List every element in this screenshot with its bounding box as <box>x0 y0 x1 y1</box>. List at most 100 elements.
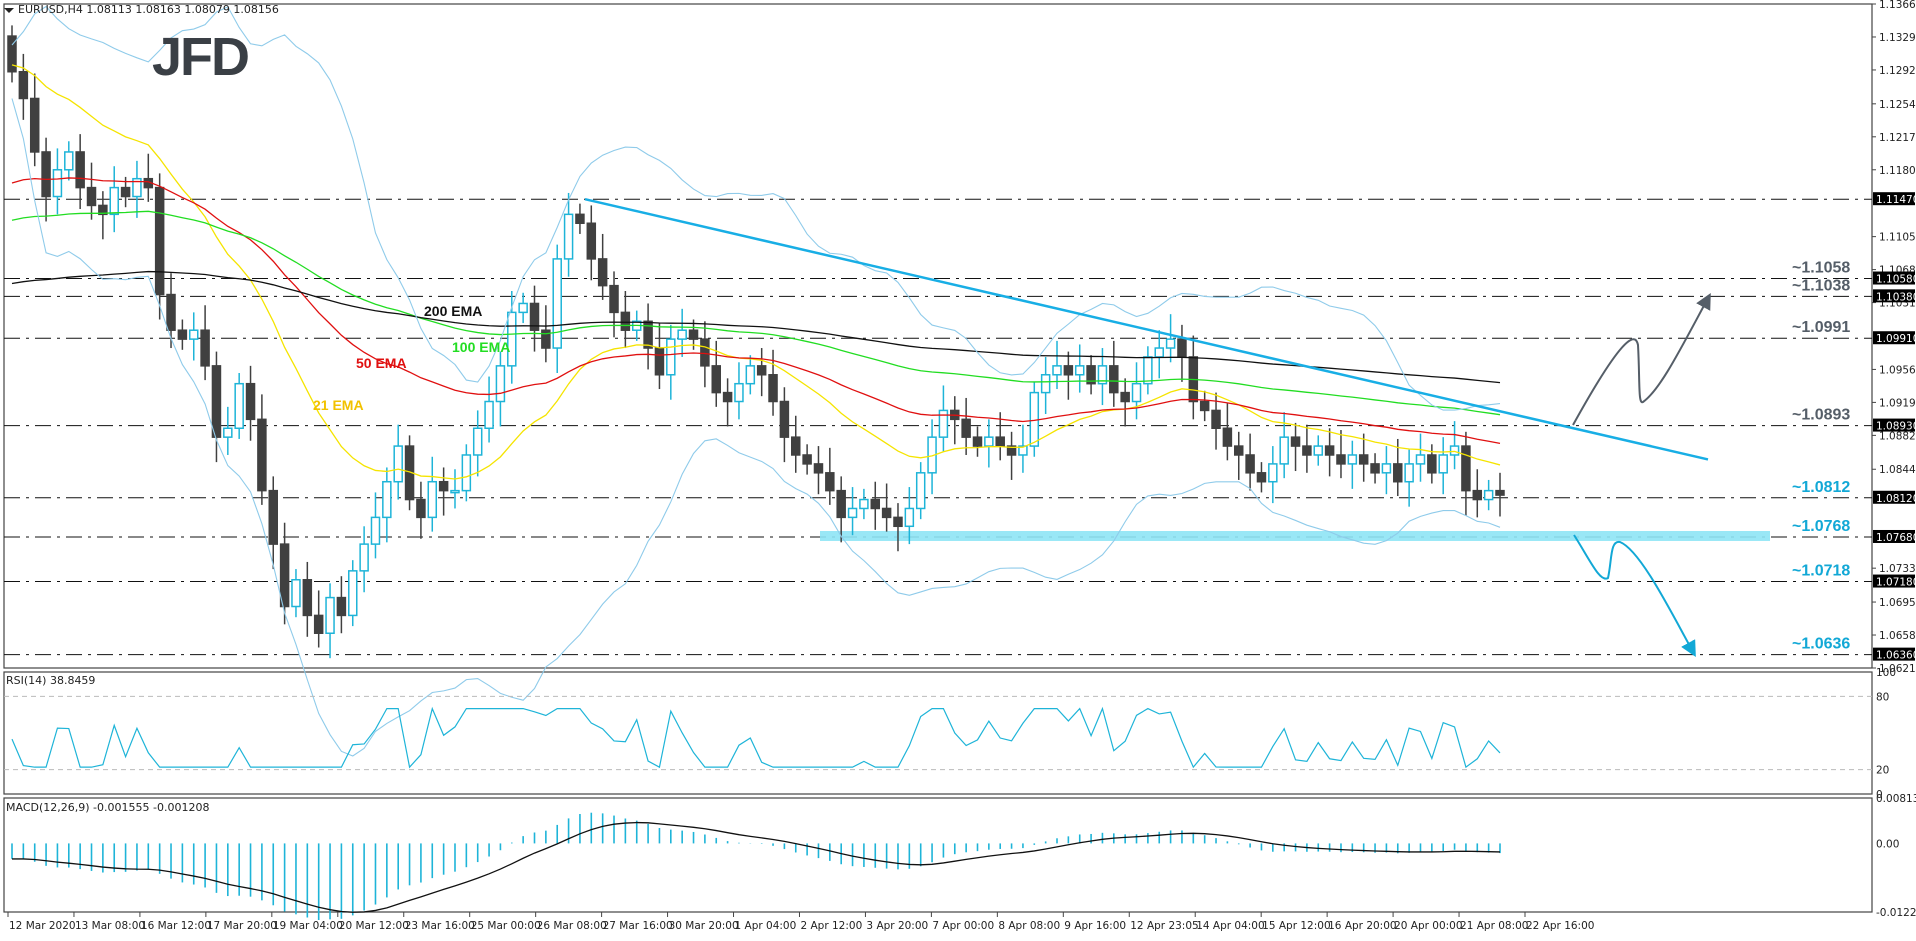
bear-candle <box>1290 436 1301 447</box>
bear-candle <box>1393 463 1403 483</box>
price-tick-label: 1.06580 <box>1879 630 1916 642</box>
bull-candle <box>507 311 517 367</box>
bear-candle <box>893 516 903 528</box>
time-tick-label: 9 Apr 16:00 <box>1064 920 1126 932</box>
price-tick-label: 1.07330 <box>1879 563 1916 575</box>
bear-candle <box>200 329 210 367</box>
time-tick-label: 30 Mar 20:00 <box>669 920 739 932</box>
bear-candle <box>575 213 585 225</box>
bull-candle <box>393 445 403 483</box>
rsi-label: RSI(14) 38.8459 <box>6 674 96 687</box>
macd-panel <box>3 797 1873 913</box>
price-tick-label: 1.12540 <box>1879 99 1916 111</box>
time-tick-label: 20 Mar 12:00 <box>339 920 409 932</box>
support-zone[interactable] <box>820 530 1770 541</box>
level-label: ~1.1058 <box>1792 260 1850 277</box>
bull-candle <box>734 382 744 403</box>
bear-candle <box>654 347 665 376</box>
bear-candle <box>177 329 188 340</box>
bear-candle <box>1086 365 1096 385</box>
bear-candle <box>245 382 256 421</box>
bear-candle <box>688 329 699 340</box>
bear-candle <box>416 498 426 519</box>
bear-candle <box>438 480 449 492</box>
time-tick-label: 8 Apr 08:00 <box>998 920 1060 932</box>
bear-candle <box>86 186 97 207</box>
bear-candle <box>75 151 85 189</box>
bear-candle <box>813 463 824 474</box>
bull-candle <box>291 579 301 608</box>
price-tag-text: 1.08930 <box>1876 421 1916 433</box>
price-tick-label: 1.09190 <box>1879 397 1916 409</box>
bear-candle <box>29 97 40 153</box>
bullish-forecast-arrow <box>1572 292 1711 426</box>
bull-candle <box>518 302 528 314</box>
bear-candle <box>1063 365 1074 376</box>
bear-candle <box>1222 427 1233 447</box>
price-tag-text: 1.07680 <box>1876 532 1916 544</box>
bear-candle <box>791 436 801 456</box>
bull-candle <box>223 427 233 438</box>
bull-candle <box>1483 489 1494 501</box>
bear-candle <box>1472 489 1483 501</box>
bull-candle <box>382 480 392 519</box>
bull-candle <box>427 480 438 519</box>
ema100-line <box>11 210 1501 416</box>
ema-label: 100 EMA <box>452 339 510 355</box>
price-tick-label: 1.13660 <box>1879 0 1916 11</box>
bull-candle <box>552 258 562 349</box>
bull-candle <box>484 400 494 429</box>
price-tag <box>1873 529 1915 543</box>
bull-candle <box>1415 454 1426 465</box>
rsi-tick-label: 20 <box>1876 765 1889 777</box>
bear-candle <box>1461 445 1471 492</box>
bear-candle <box>41 151 51 198</box>
price-tag <box>1873 490 1915 504</box>
bull-candle <box>348 570 358 617</box>
bear-candle <box>836 489 846 519</box>
time-tick-label: 12 Mar 2020 <box>9 920 76 932</box>
time-tick-label: 27 Mar 16:00 <box>603 920 673 932</box>
ema-label: 50 EMA <box>356 355 407 371</box>
level-label: ~1.0812 <box>1792 479 1850 496</box>
bear-candle <box>1358 454 1369 465</box>
bear-candle <box>1256 472 1267 483</box>
level-label: ~1.0991 <box>1792 319 1850 336</box>
price-tag-text: 1.09910 <box>1876 333 1916 345</box>
bear-candle <box>620 311 631 331</box>
dropdown-triangle-icon[interactable] <box>4 7 14 13</box>
symbol-header: EURUSD,H4 1.08113 1.08163 1.08079 1.0815… <box>4 3 279 16</box>
macd-label: MACD(12,26,9) -0.001555 -0.001208 <box>6 801 210 814</box>
level-label: ~1.0893 <box>1792 407 1850 424</box>
bear-candle <box>1302 445 1312 456</box>
time-tick-label: 25 Mar 00:00 <box>471 920 541 932</box>
time-tick-label: 16 Mar 12:00 <box>141 920 211 932</box>
price-tag-text: 1.08120 <box>1876 493 1916 505</box>
bull-candle <box>1279 436 1289 465</box>
bear-candle <box>336 596 347 617</box>
bear-candle <box>586 222 597 260</box>
bull-candle <box>938 409 949 438</box>
bull-candle <box>1154 347 1164 358</box>
bear-candle <box>1370 463 1380 474</box>
time-tick-label: 14 Apr 04:00 <box>1196 920 1264 932</box>
symbol-ohlc-text: EURUSD,H4 1.08113 1.08163 1.08079 1.0815… <box>18 3 279 16</box>
bull-candle <box>1074 365 1085 376</box>
bear-candle <box>1006 445 1017 456</box>
bull-candle <box>1040 374 1051 394</box>
price-tag <box>1873 574 1915 588</box>
price-tick-label: 1.13290 <box>1879 32 1916 44</box>
macd-tick-label: 0.00 <box>1876 838 1899 850</box>
bull-candle <box>1381 463 1392 474</box>
rsi-line <box>11 706 1501 769</box>
bear-candle <box>1245 454 1255 474</box>
downtrend-line[interactable] <box>584 197 1709 461</box>
price-tag-text: 1.06360 <box>1876 650 1916 662</box>
price-tick-label: 1.12170 <box>1879 132 1916 144</box>
time-tick-label: 2 Apr 12:00 <box>800 920 862 932</box>
bull-candle <box>359 543 369 572</box>
bear-candle <box>1109 365 1119 394</box>
bull-candle <box>234 382 244 429</box>
